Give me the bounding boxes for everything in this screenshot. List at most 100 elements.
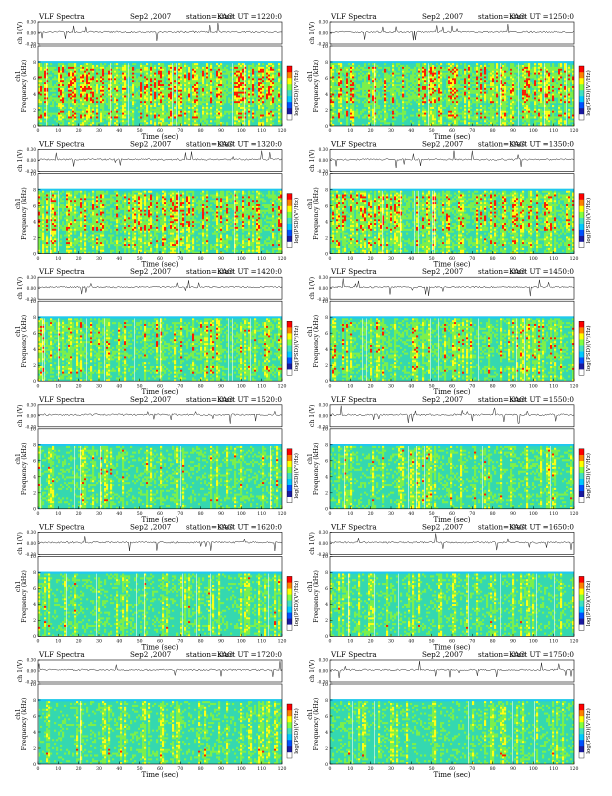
freq-tick-label: 8 [325,698,328,704]
freq-tick-label: 4 [325,602,328,608]
colorbar-label: log(PSD)(V²/Hz) [585,581,592,627]
panel-date-label: Sep2 ,2007 [130,650,172,659]
trace-frame [38,22,282,44]
channel-label: ch1 [307,325,314,336]
freq-tick-label: 6 [325,203,328,209]
time-tick-label: 30 [388,511,394,517]
time-tick-label: 40 [116,766,122,772]
time-tick-label: 30 [96,639,102,645]
trace-frame [38,660,282,682]
channel-label: ch1 [307,581,314,592]
spectrogram-cells [38,572,282,637]
channel-label: ch1 [307,453,314,464]
time-tick-label: 20 [368,766,374,772]
panel-start-ut: start UT =1220:0 [218,12,282,21]
panel-date-label: Sep2 ,2007 [422,395,464,404]
spectrogram-cells [330,444,574,509]
spectrogram-cells [330,699,574,764]
trace-ylabel: ch 1(V) [309,660,316,683]
time-tick-label: 30 [96,383,102,389]
time-tick-label: 90 [218,256,224,262]
time-tick-label: 90 [510,128,516,134]
panel-date-label: Sep2 ,2007 [422,140,464,149]
time-tick-label: 40 [408,256,414,262]
trace-tick-label: 0.00 [319,31,329,36]
spectrogram-cells [38,699,282,764]
panel-start-ut: start UT =1420:0 [218,267,282,276]
time-tick-label: 80 [198,256,204,262]
colorbar-label: log(PSD)(V²/Hz) [585,708,592,754]
colorbar [287,704,292,758]
trace-frame [330,22,574,44]
time-tick-label: 30 [96,766,102,772]
freq-tick-label: 8 [33,698,36,704]
colorbar-label: log(PSD)(V²/Hz) [293,198,300,244]
trace-tick-label: 0.00 [319,158,329,163]
time-tick-label: 120 [278,766,287,772]
time-tick-label: 0 [329,639,332,645]
freq-tick-label: 8 [325,570,328,576]
freq-tick-label: 4 [33,92,36,98]
freq-tick-label: 4 [33,347,36,353]
freq-tick-label: 2 [325,363,328,369]
time-tick-label: 30 [388,256,394,262]
colorbar-label: log(PSD)(V²/Hz) [293,70,300,116]
time-tick-label: 110 [549,256,558,262]
trace-tick-label: 0.30 [27,20,37,25]
channel-label: ch1 [15,198,22,209]
time-tick-label: 120 [570,128,579,134]
trace-ylabel: ch 1(V) [17,22,24,45]
freq-tick-label: 6 [33,76,36,82]
spectrogram-cells [38,444,282,509]
time-tick-label: 0 [329,511,332,517]
time-tick-label: 0 [37,383,40,389]
freq-tick-label: 4 [33,475,36,481]
freq-axis-label: Frequency (kHz) [21,442,28,495]
freq-tick-label: 2 [33,746,36,752]
trace-ylabel: ch 1(V) [17,532,24,555]
trace-tick-label: 0.30 [319,275,329,280]
time-tick-label: 120 [570,256,579,262]
time-tick-label: 80 [490,383,496,389]
time-axis-label: Time (sec) [433,771,470,779]
time-tick-label: 10 [347,639,353,645]
time-tick-label: 20 [368,128,374,134]
freq-tick-label: 10 [322,682,328,688]
freq-tick-label: 6 [33,459,36,465]
freq-tick-label: 8 [33,60,36,66]
panel-header-label: VLF Spectra [38,12,85,21]
freq-tick-label: 6 [325,459,328,465]
spectrogram-cells [330,572,574,637]
colorbar-label: log(PSD)(V²/Hz) [293,325,300,371]
freq-axis-label: Frequency (kHz) [313,315,320,368]
time-tick-label: 90 [218,639,224,645]
freq-tick-label: 10 [30,682,36,688]
panel-header-label: VLF Spectra [330,650,377,659]
trace-tick-label: 0.00 [27,158,37,163]
colorbar-label: log(PSD)(V²/Hz) [293,708,300,754]
trace-tick-label: 0.30 [27,147,37,152]
panel-header-label: VLF Spectra [330,522,377,531]
time-tick-label: 80 [198,383,204,389]
time-tick-label: 110 [257,128,266,134]
freq-tick-label: 10 [322,299,328,305]
time-tick-label: 110 [257,511,266,517]
freq-tick-label: 4 [325,730,328,736]
colorbar [579,449,584,503]
time-tick-label: 10 [347,383,353,389]
time-tick-label: 120 [278,128,287,134]
time-tick-label: 100 [237,128,246,134]
time-tick-label: 100 [237,511,246,517]
time-tick-label: 40 [116,383,122,389]
time-tick-label: 0 [37,511,40,517]
time-tick-label: 10 [347,511,353,517]
panel-date-label: Sep2 ,2007 [130,522,172,531]
trace-frame [330,660,574,682]
trace-ylabel: ch 1(V) [309,149,316,172]
vlf-spectra-page: VLF SpectraSep2 ,2007station=KAGstart UT… [0,0,612,792]
time-tick-label: 120 [278,511,287,517]
time-tick-label: 110 [549,511,558,517]
freq-tick-label: 6 [325,586,328,592]
